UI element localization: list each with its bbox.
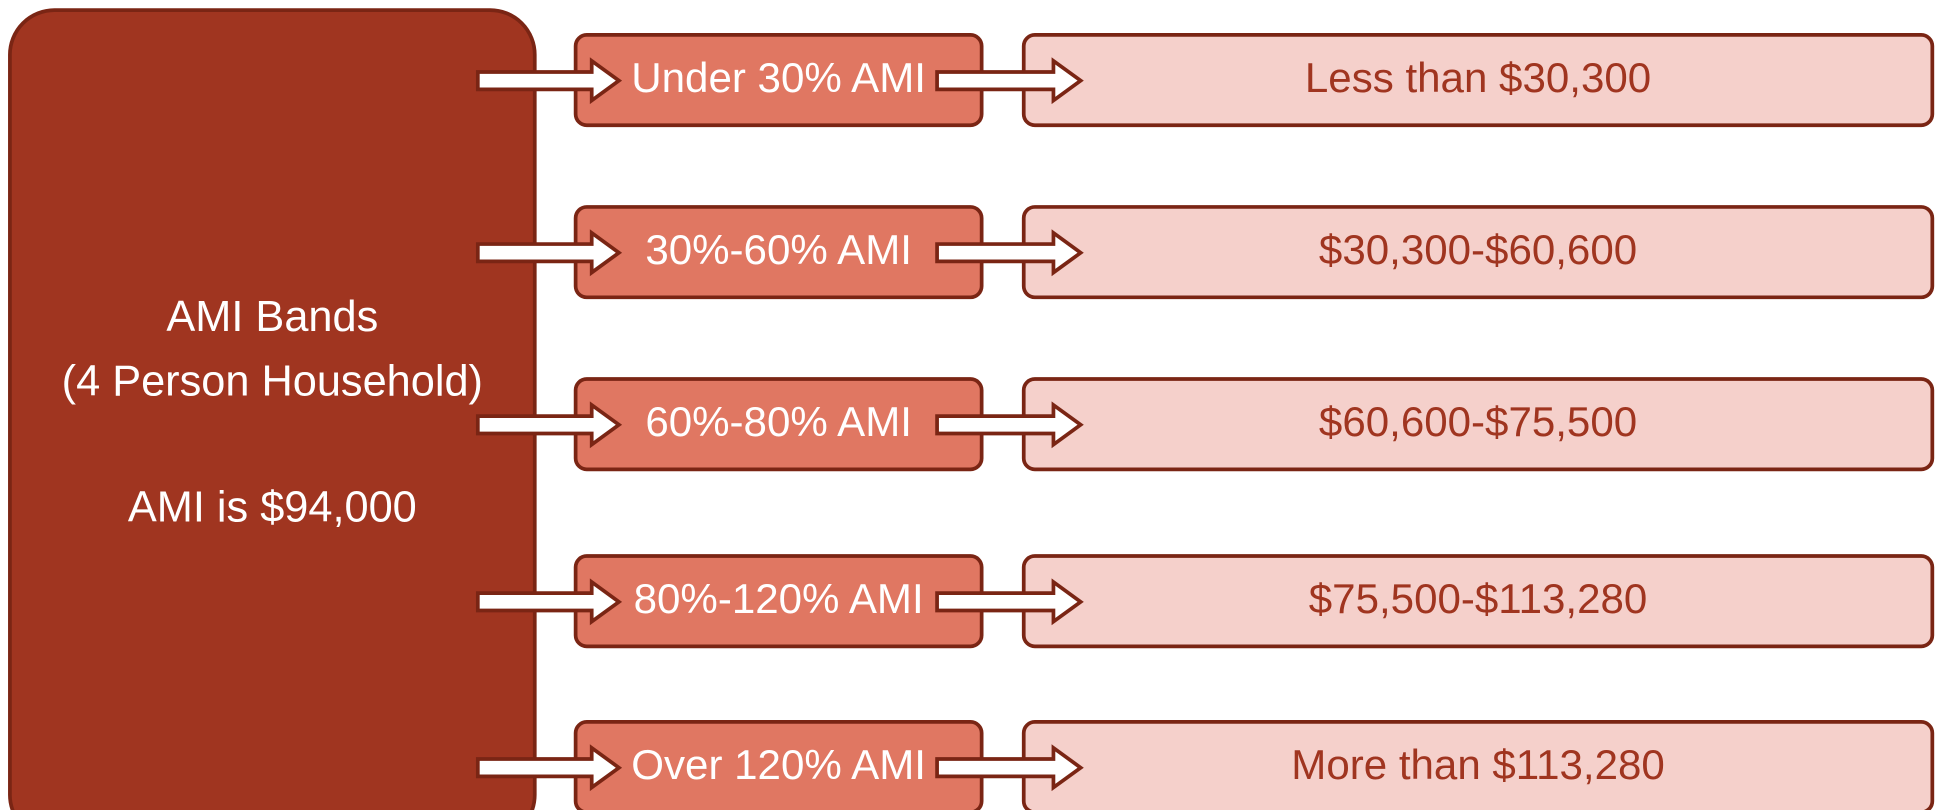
band-label: Over 120% AMI <box>631 741 926 788</box>
band-range: $30,300-$60,600 <box>1319 226 1637 273</box>
arrow <box>935 229 1084 277</box>
band-range: More than $113,280 <box>1291 741 1665 788</box>
source-subtitle: (4 Person Household) <box>62 357 483 405</box>
arrow <box>935 57 1084 105</box>
arrow <box>475 578 623 626</box>
arrow <box>475 57 623 105</box>
arrow <box>935 744 1084 792</box>
arrow <box>935 578 1084 626</box>
band-range: Less than $30,300 <box>1305 54 1651 101</box>
band-label: 80%-120% AMI <box>634 575 924 622</box>
band-label: 60%-80% AMI <box>645 398 912 445</box>
band-range: $75,500-$113,280 <box>1309 575 1648 622</box>
source-title: AMI Bands <box>166 293 378 341</box>
arrow <box>475 744 623 792</box>
arrow <box>475 229 623 277</box>
source-box <box>8 8 537 810</box>
band-label: Under 30% AMI <box>631 54 926 101</box>
arrow <box>475 401 623 449</box>
arrow <box>935 401 1084 449</box>
band-label: 30%-60% AMI <box>645 226 912 273</box>
source-ami: AMI is $94,000 <box>128 484 417 532</box>
band-range: $60,600-$75,500 <box>1319 398 1637 445</box>
